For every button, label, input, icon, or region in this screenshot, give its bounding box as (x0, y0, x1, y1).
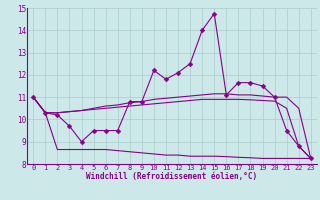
X-axis label: Windchill (Refroidissement éolien,°C): Windchill (Refroidissement éolien,°C) (86, 172, 258, 181)
